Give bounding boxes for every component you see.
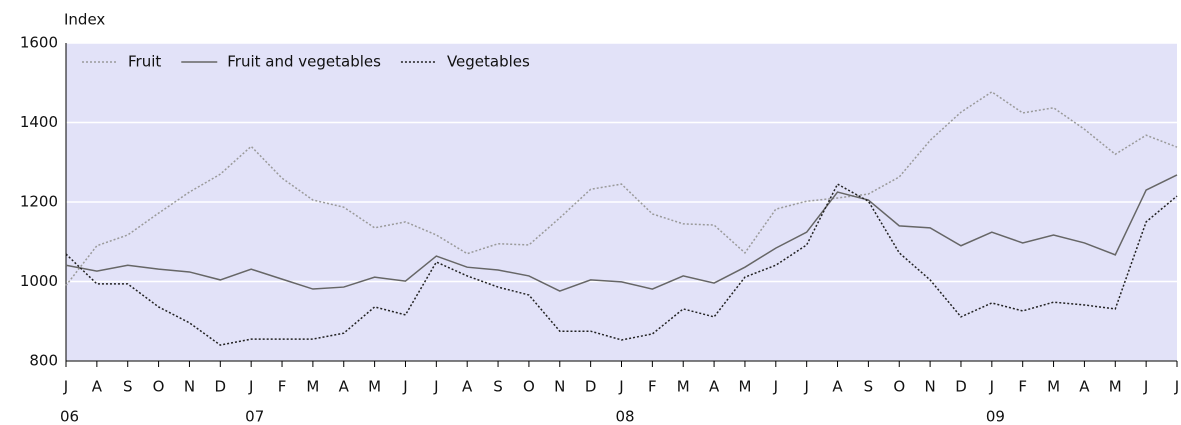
x-tick-label: J (1174, 378, 1179, 396)
series-line (65, 90, 1178, 286)
x-tick-label: A (339, 378, 350, 396)
x-tick-label: S (123, 378, 133, 396)
x-tick-label: A (832, 378, 843, 396)
x-tick-label: F (278, 378, 287, 396)
x-tick-label: A (1079, 378, 1090, 396)
x-tick-label: J (1143, 378, 1148, 396)
x-tick-label: D (955, 378, 967, 396)
legend-label: Vegetables (447, 53, 530, 71)
x-tick-label: M (677, 378, 690, 396)
x-tick-label: N (184, 378, 195, 396)
x-tick-label: F (648, 378, 657, 396)
x-tick-label: F (1018, 378, 1027, 396)
x-tick-label: J (63, 378, 68, 396)
y-axis-label: Index (64, 11, 105, 29)
x-tick-label: M (1109, 378, 1122, 396)
y-tick-label: 1000 (20, 272, 58, 290)
y-tick-label: 1400 (20, 113, 58, 131)
x-tick-label: J (402, 378, 407, 396)
x-tick-label: A (709, 378, 720, 396)
x-tick-label: S (864, 378, 874, 396)
x-tick-label: O (523, 378, 535, 396)
x-tick-label: M (306, 378, 319, 396)
series-line (65, 183, 1178, 346)
x-tick-label: M (738, 378, 751, 396)
x-tick-label: J (248, 378, 253, 396)
year-label: 09 (986, 408, 1005, 425)
x-tick-label: N (554, 378, 565, 396)
x-tick-label: O (153, 378, 165, 396)
x-tick-label: S (493, 378, 503, 396)
legend-label: Fruit (128, 53, 161, 71)
x-tick-label: M (1047, 378, 1060, 396)
y-tick-label: 1600 (20, 34, 58, 52)
x-tick-label: J (989, 378, 994, 396)
x-tick-label: M (368, 378, 381, 396)
x-tick-label: N (924, 378, 935, 396)
y-tick-label: 1200 (20, 193, 58, 211)
x-tick-label: O (893, 378, 905, 396)
year-label: 07 (245, 408, 264, 425)
x-tick-label: J (773, 378, 778, 396)
x-tick-label: D (585, 378, 597, 396)
legend-label: Fruit and vegetables (227, 53, 381, 71)
series-line (65, 174, 1178, 292)
year-label: 08 (616, 408, 635, 425)
y-tick-label: 800 (29, 352, 58, 370)
x-tick-label: J (433, 378, 438, 396)
x-tick-label: J (803, 378, 808, 396)
x-tick-label: J (618, 378, 623, 396)
year-label: 06 (60, 408, 79, 425)
x-tick-label: A (462, 378, 473, 396)
x-tick-label: A (92, 378, 103, 396)
x-tick-label: D (215, 378, 227, 396)
